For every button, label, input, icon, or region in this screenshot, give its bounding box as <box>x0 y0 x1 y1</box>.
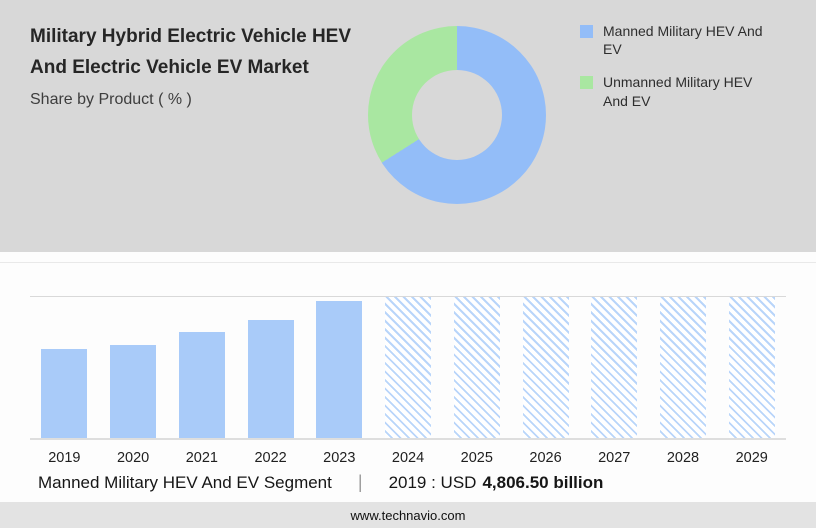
donut-hole <box>412 70 502 160</box>
value-year-prefix: 2019 : USD <box>388 473 477 492</box>
x-tick-2019: 2019 <box>48 450 81 466</box>
page-subtitle: Share by Product ( % ) <box>30 90 192 108</box>
bar-plot <box>30 296 786 440</box>
bar-slot <box>236 297 305 438</box>
legend-item-unmanned: Unmanned Military HEV And EV <box>580 73 775 109</box>
x-tick-2021: 2021 <box>185 450 218 466</box>
x-tick-2026: 2026 <box>529 450 562 466</box>
legend-label: Unmanned Military HEV And EV <box>603 74 753 109</box>
forecast-bar-2024 <box>385 297 432 438</box>
header-panel: Military Hybrid Electric Vehicle HEV And… <box>0 0 816 252</box>
x-tick-2027: 2027 <box>598 450 631 466</box>
value-bar-2019 <box>41 349 88 438</box>
page-title: Military Hybrid Electric Vehicle HEV And… <box>30 26 352 78</box>
bar-slot <box>511 297 580 438</box>
x-axis-labels: 2019 2020 2021 2022 2023 2024 2025 2026 2027 2028… <box>30 450 786 466</box>
legend: Manned Military HEV And EV Unmanned Mili… <box>580 22 775 110</box>
forecast-bar-2026 <box>522 297 569 438</box>
value-label: 2019 : USD 4,806.50 billion <box>389 473 604 493</box>
segment-label: Manned Military HEV And EV Segment <box>38 473 332 492</box>
title-block: Military Hybrid Electric Vehicle HEV And… <box>30 22 365 109</box>
caption-row: Manned Military HEV And EV Segment | 201… <box>38 472 603 493</box>
bar-slot <box>442 297 511 438</box>
bar-chart-panel: 2019 2020 2021 2022 2023 2024 2025 2026 2027 2028… <box>0 252 816 502</box>
value-bar-2020 <box>110 344 157 438</box>
footer-url: www.technavio.com <box>350 507 466 523</box>
bar-slot <box>580 297 649 438</box>
bar-slot <box>30 297 99 438</box>
x-tick-2028: 2028 <box>666 450 700 466</box>
value-amount: 4,806.50 billion <box>482 473 604 492</box>
forecast-bar-2028 <box>659 297 706 438</box>
bar-slot <box>374 297 443 438</box>
forecast-bar-2027 <box>591 297 638 438</box>
x-tick-2029: 2029 <box>735 450 768 466</box>
value-bar-2023 <box>316 301 363 438</box>
bar-slot <box>649 297 718 438</box>
forecast-bar-2029 <box>728 297 775 438</box>
forecast-bar-2025 <box>453 297 500 438</box>
value-bar-2022 <box>247 319 294 438</box>
x-tick-2024: 2024 <box>391 450 425 466</box>
horizontal-rule <box>0 262 816 263</box>
legend-swatch-green <box>580 76 593 90</box>
bar-slot <box>99 297 168 438</box>
x-tick-2022: 2022 <box>254 450 287 466</box>
bar-slot <box>305 297 374 438</box>
bar-slot <box>167 297 236 438</box>
donut-chart <box>368 26 546 204</box>
legend-swatch-blue <box>580 25 593 38</box>
caption-separator: | <box>357 472 363 492</box>
legend-label: Manned Military HEV And EV <box>603 23 763 58</box>
legend-item-manned: Manned Military HEV And EV <box>580 22 775 58</box>
x-tick-2023: 2023 <box>323 450 356 466</box>
value-bar-2021 <box>178 332 225 438</box>
footer: www.technavio.com <box>0 502 816 528</box>
x-tick-2020: 2020 <box>116 450 150 466</box>
x-tick-2025: 2025 <box>460 450 493 466</box>
bar-slot <box>717 297 786 438</box>
